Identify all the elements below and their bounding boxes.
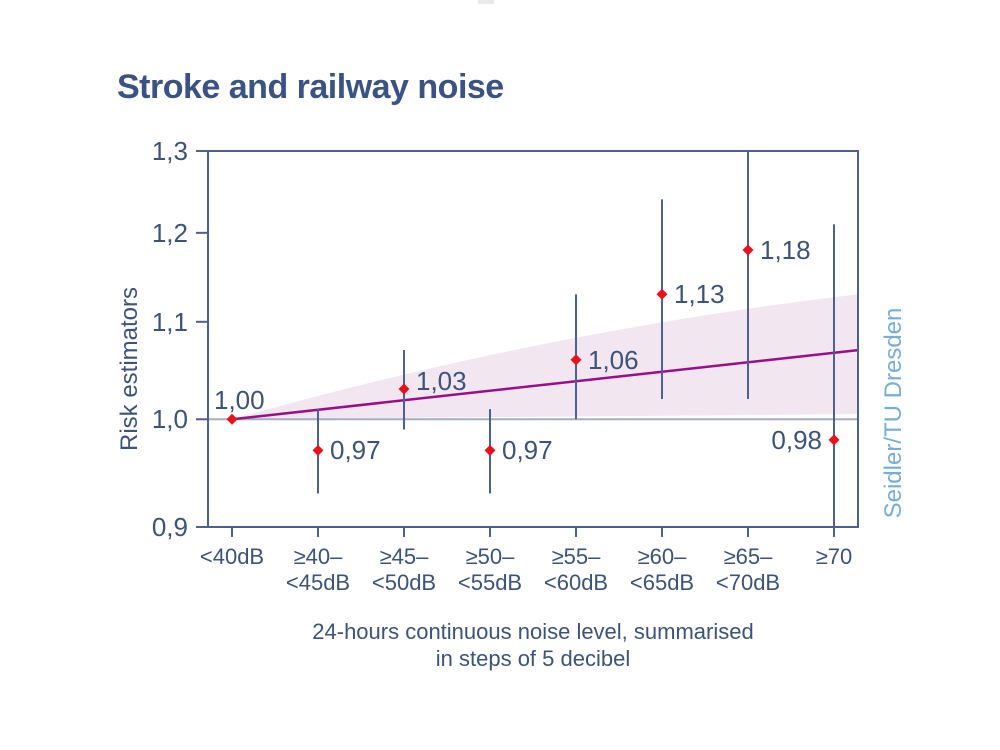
chart-title: Stroke and railway noise — [117, 68, 504, 106]
y-tick-label: 0,9 — [151, 512, 188, 542]
x-axis-title-line1: 24-hours continuous noise level, summari… — [312, 619, 754, 644]
x-category-label: ≥60– <65dB — [629, 544, 695, 595]
x-category-label: <40dB — [199, 544, 265, 569]
x-axis-title-line2: in steps of 5 decibel — [435, 646, 631, 671]
data-point-label: 0,97 — [502, 435, 553, 466]
trend-line — [231, 348, 859, 421]
data-point-label: 1,13 — [674, 279, 725, 310]
cropped-edge-artifact — [478, 0, 494, 4]
data-point-label: 0,98 — [771, 424, 822, 455]
data-point-marker — [312, 444, 324, 456]
y-tick-label: 1,2 — [151, 217, 188, 248]
data-point-marker — [742, 244, 754, 256]
confidence-band — [232, 294, 858, 420]
data-point-marker — [656, 288, 668, 300]
x-category-label: ≥45– <50dB — [371, 544, 437, 595]
x-category-label: ≥65– <70dB — [715, 544, 781, 595]
x-category-label: ≥40– <45dB — [285, 544, 351, 595]
data-point-marker — [398, 383, 410, 395]
x-category-label: ≥70 — [815, 544, 853, 569]
plot-border — [207, 150, 859, 528]
y-tick-label: 1,0 — [151, 404, 188, 435]
x-category-label: ≥55– <60dB — [543, 544, 609, 595]
data-point-label: 1,06 — [588, 344, 639, 375]
data-point-marker — [484, 444, 496, 456]
data-point-marker — [226, 413, 238, 425]
x-category-label: ≥50– <55dB — [457, 544, 523, 595]
data-point-marker — [570, 354, 582, 366]
y-tick-label: 1,3 — [151, 136, 188, 166]
data-point-label: 0,97 — [330, 435, 381, 466]
x-axis-title: 24-hours continuous noise level, summari… — [208, 618, 858, 672]
data-point-marker — [828, 434, 840, 446]
data-point-label: 1,03 — [416, 366, 467, 397]
data-point-label: 1,18 — [760, 235, 811, 266]
y-tick-label: 1,1 — [151, 306, 188, 337]
data-point-label: 1,00 — [214, 385, 265, 416]
